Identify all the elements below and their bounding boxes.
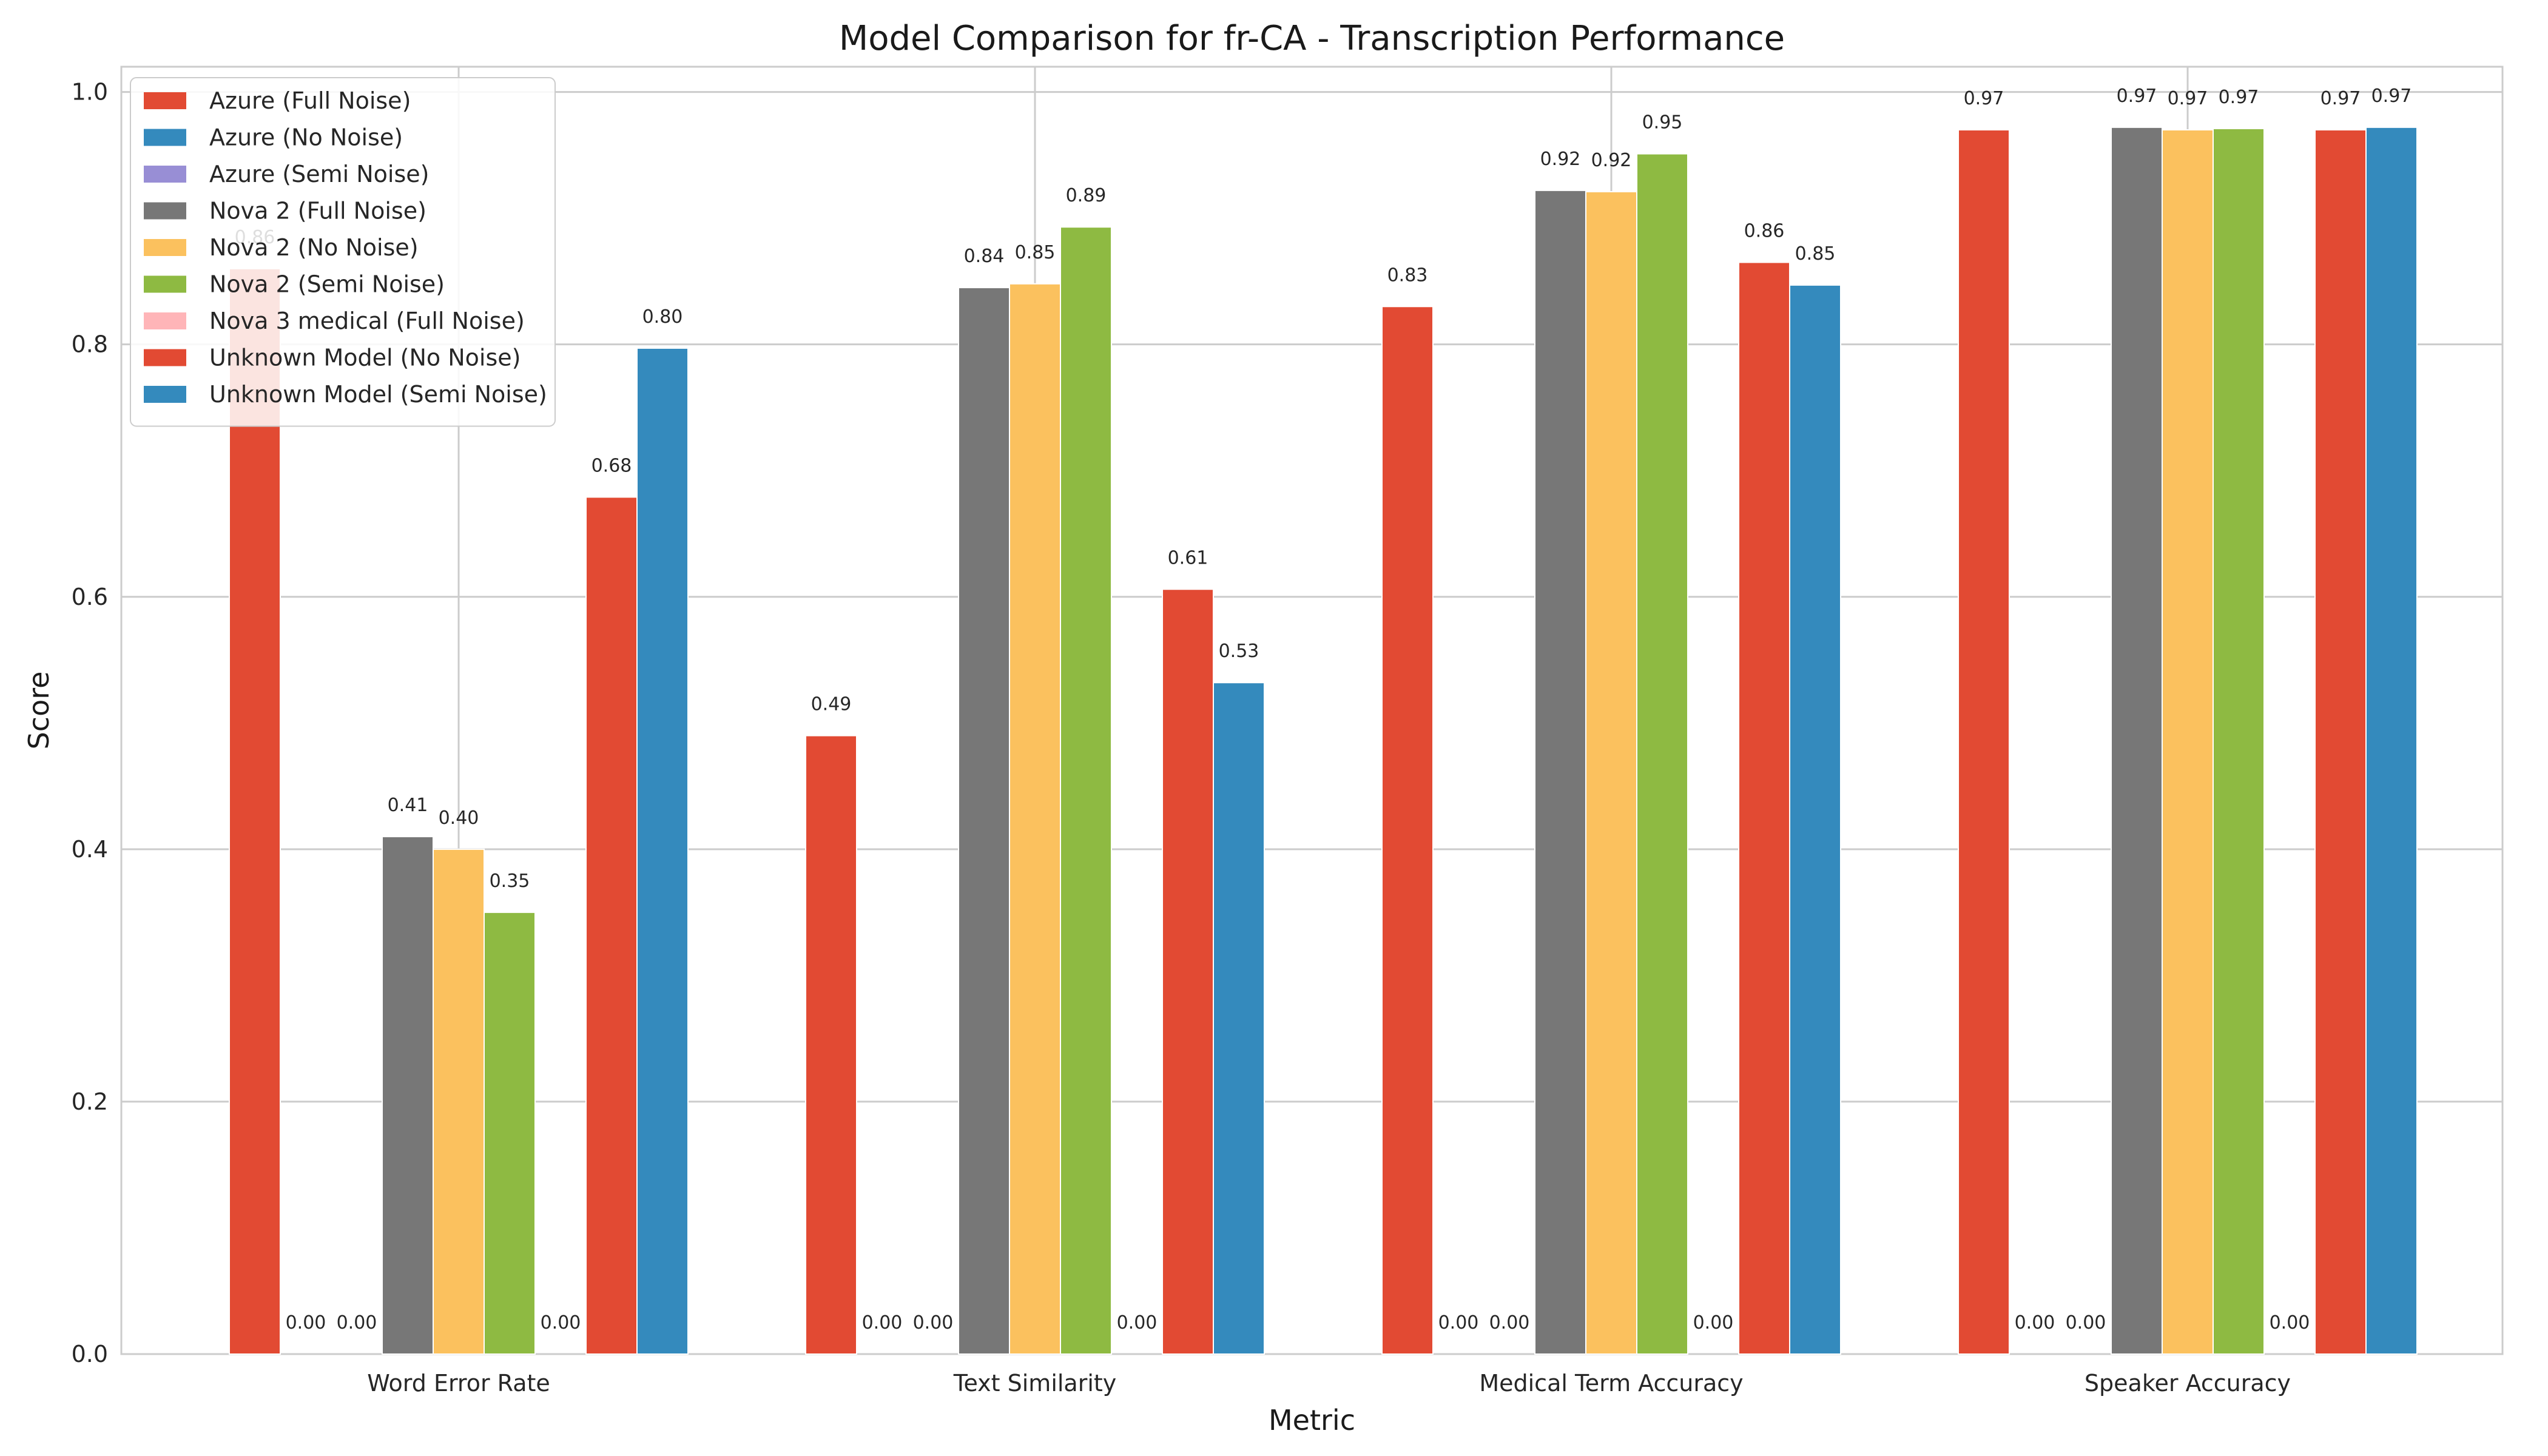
x-tick-label: Word Error Rate xyxy=(367,1370,550,1397)
chart-title: Model Comparison for fr-CA - Transcripti… xyxy=(839,19,1785,58)
legend-swatch xyxy=(144,275,186,293)
legend-swatch xyxy=(144,312,186,329)
bar-value-label: 0.97 xyxy=(2320,88,2361,109)
bar-value-label: 0.97 xyxy=(2168,88,2208,109)
bars xyxy=(229,126,2418,1355)
bar xyxy=(805,735,857,1355)
legend-entry: Nova 2 (Full Noise) xyxy=(209,198,426,224)
bar-value-label: 0.00 xyxy=(2066,1312,2106,1333)
legend-swatch xyxy=(144,92,186,109)
legend-swatch xyxy=(144,349,186,366)
bar-value-label: 0.86 xyxy=(1744,220,1785,241)
bar xyxy=(958,287,1010,1355)
bar-value-label: 0.97 xyxy=(1964,88,2004,109)
legend-entry: Nova 2 (No Noise) xyxy=(209,234,419,261)
bar-value-label: 0.00 xyxy=(286,1312,326,1333)
tick-labels: 0.0 0.2 0.4 0.6 0.8 1.0 Word Error Rate Text Si… xyxy=(72,79,2291,1397)
x-tick-label: Text Similarity xyxy=(953,1370,1117,1397)
bar-value-label: 0.00 xyxy=(337,1312,377,1333)
y-tick-label: 0.0 xyxy=(72,1341,108,1367)
bar-value-label: 0.53 xyxy=(1219,641,1259,662)
bar-value-label: 0.00 xyxy=(1489,1312,1530,1333)
bar-value-label: 0.92 xyxy=(1591,150,1632,171)
bar xyxy=(1060,226,1112,1355)
legend-entry: Nova 2 (Semi Noise) xyxy=(209,271,445,298)
bar-value-label: 0.00 xyxy=(541,1312,581,1333)
bar-value-label: 0.00 xyxy=(2015,1312,2055,1333)
bar xyxy=(2162,129,2214,1355)
bar xyxy=(585,496,638,1355)
bar xyxy=(1534,189,1586,1355)
bar-value-label: 0.85 xyxy=(1015,242,1056,263)
legend-entry: Azure (Full Noise) xyxy=(209,87,411,114)
bar-value-label: 0.41 xyxy=(388,795,428,816)
bar-value-label: 0.68 xyxy=(592,455,632,476)
bar-value-label: 0.00 xyxy=(1117,1312,1158,1333)
x-axis-label: Metric xyxy=(1269,1404,1355,1437)
bar xyxy=(1162,588,1214,1355)
bar-value-label: 0.35 xyxy=(490,871,530,892)
bar-value-label: 0.83 xyxy=(1387,265,1428,286)
bar-value-label: 0.00 xyxy=(2270,1312,2310,1333)
bar-value-label: 0.00 xyxy=(913,1312,954,1333)
legend-entry: Azure (No Noise) xyxy=(209,124,403,151)
bar-value-label: 0.97 xyxy=(2219,87,2259,108)
bar xyxy=(1585,190,1637,1355)
bar-value-label: 0.92 xyxy=(1540,149,1581,170)
bar-value-label: 0.00 xyxy=(1438,1312,1479,1333)
legend-swatch xyxy=(144,129,186,146)
bar xyxy=(1789,284,1841,1355)
y-tick-label: 0.6 xyxy=(72,584,108,610)
legend-swatch xyxy=(144,166,186,183)
plot-frame xyxy=(120,66,2504,1355)
legend-swatch xyxy=(144,202,186,220)
legend: Azure (Full Noise) Azure (No Noise) Azure … xyxy=(130,77,556,427)
bar xyxy=(229,268,281,1355)
bar xyxy=(1009,283,1061,1355)
y-tick-label: 1.0 xyxy=(72,79,108,106)
legend-entry: Unknown Model (Semi Noise) xyxy=(209,381,547,408)
bar xyxy=(636,347,689,1355)
bar-value-label: 0.97 xyxy=(2371,86,2412,107)
legend-entry: Unknown Model (No Noise) xyxy=(209,345,521,371)
bar-value-label: 0.89 xyxy=(1066,185,1107,206)
legend-swatch xyxy=(144,239,186,256)
bar-value-label: 0.00 xyxy=(862,1312,903,1333)
bar-value-label: 0.85 xyxy=(1795,243,1836,265)
bar xyxy=(1738,261,1790,1355)
bar xyxy=(1958,129,2010,1355)
bar xyxy=(484,911,536,1355)
x-tick-label: Speaker Accuracy xyxy=(2085,1370,2291,1397)
bar xyxy=(1636,153,1688,1355)
bar-value-label: 0.97 xyxy=(2117,86,2157,107)
bar xyxy=(2111,126,2163,1355)
bar-value-label: 0.40 xyxy=(439,807,479,829)
legend-swatch xyxy=(144,386,186,403)
x-tick-label: Medical Term Accuracy xyxy=(1479,1370,1743,1397)
legend-entry: Azure (Semi Noise) xyxy=(209,161,429,187)
bar-value-label: 0.61 xyxy=(1168,547,1208,568)
bar-value-label: 0.00 xyxy=(1693,1312,1734,1333)
y-tick-label: 0.2 xyxy=(72,1088,108,1115)
bar xyxy=(2213,127,2265,1355)
bar xyxy=(433,848,485,1355)
bar-value-label: 0.84 xyxy=(964,246,1005,267)
y-tick-label: 0.8 xyxy=(72,331,108,358)
bar xyxy=(2365,126,2418,1355)
bar-value-label: 0.95 xyxy=(1642,112,1683,133)
bar xyxy=(1213,682,1265,1355)
bar-value-label: 0.80 xyxy=(642,306,683,328)
bar xyxy=(1381,306,1434,1355)
bar xyxy=(2314,129,2367,1355)
y-axis-label: Score xyxy=(22,672,55,750)
bar xyxy=(382,836,434,1355)
legend-box xyxy=(130,77,556,427)
bar-value-label: 0.49 xyxy=(811,694,852,715)
y-tick-label: 0.4 xyxy=(72,836,108,863)
legend-entry: Nova 3 medical (Full Noise) xyxy=(209,308,525,334)
